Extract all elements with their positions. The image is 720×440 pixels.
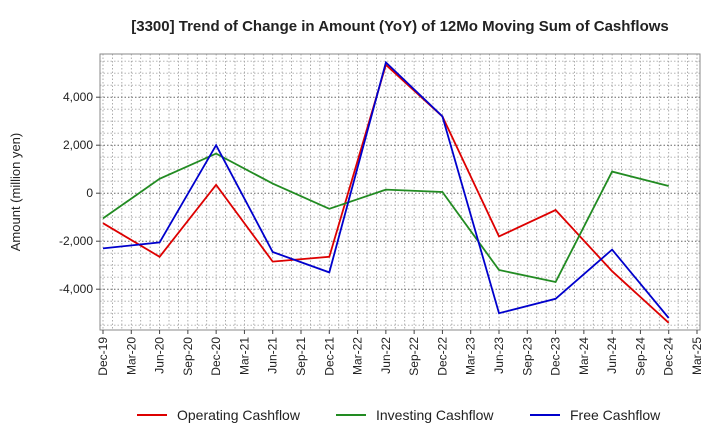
series-line-free-cashflow xyxy=(102,60,670,319)
x-tick-label: Dec-21 xyxy=(322,337,336,376)
x-tick-label: Dec-22 xyxy=(435,337,449,376)
y-axis-label: Amount (million yen) xyxy=(8,133,23,252)
x-tick-label: Mar-25 xyxy=(690,337,704,375)
y-axis: -4,000 -2,000 0 2,000 4,000 xyxy=(59,90,100,296)
x-tick-label: Mar-20 xyxy=(124,337,138,375)
x-tick-label: Mar-22 xyxy=(351,337,365,375)
y-tick-label: -2,000 xyxy=(59,234,93,248)
y-tick-label: 2,000 xyxy=(63,138,93,152)
x-tick-label: Jun-24 xyxy=(605,337,619,374)
x-tick-label: Dec-20 xyxy=(209,337,223,376)
y-tick-label: -4,000 xyxy=(59,282,93,296)
series-lines xyxy=(102,60,670,324)
x-tick-label: Sep-24 xyxy=(633,337,647,376)
x-tick-label: Mar-21 xyxy=(237,337,251,375)
x-tick-label: Mar-23 xyxy=(464,337,478,375)
y-tick-label: 4,000 xyxy=(63,90,93,104)
y-tick-label: 0 xyxy=(86,186,93,200)
x-tick-label: Dec-23 xyxy=(549,337,563,376)
x-tick-label: Jun-20 xyxy=(153,337,167,374)
x-axis: Dec-19 Mar-20 Jun-20 Sep-20 Dec-20 Mar-21 Jun-… xyxy=(96,330,704,376)
x-tick-label: Dec-19 xyxy=(96,337,110,376)
legend-label-investing-cashflow: Investing Cashflow xyxy=(376,407,494,423)
x-tick-label: Sep-23 xyxy=(520,337,534,376)
x-tick-label: Jun-22 xyxy=(379,337,393,374)
x-tick-label: Sep-21 xyxy=(294,337,308,376)
legend-label-operating-cashflow: Operating Cashflow xyxy=(177,407,301,423)
series-line-investing-cashflow xyxy=(102,152,669,284)
x-tick-label: Sep-20 xyxy=(181,337,195,376)
x-tick-label: Sep-22 xyxy=(407,337,421,376)
x-tick-label: Dec-24 xyxy=(662,337,676,376)
grid xyxy=(100,54,700,330)
legend-label-free-cashflow: Free Cashflow xyxy=(570,407,661,423)
x-tick-label: Mar-24 xyxy=(577,337,591,375)
legend: Operating Cashflow Investing Cashflow Free… xyxy=(137,407,661,423)
plot-area-frame xyxy=(99,53,701,331)
chart-title: [3300] Trend of Change in Amount (YoY) o… xyxy=(131,18,669,35)
x-tick-label: Jun-21 xyxy=(266,337,280,374)
x-tick-label: Jun-23 xyxy=(492,337,506,374)
